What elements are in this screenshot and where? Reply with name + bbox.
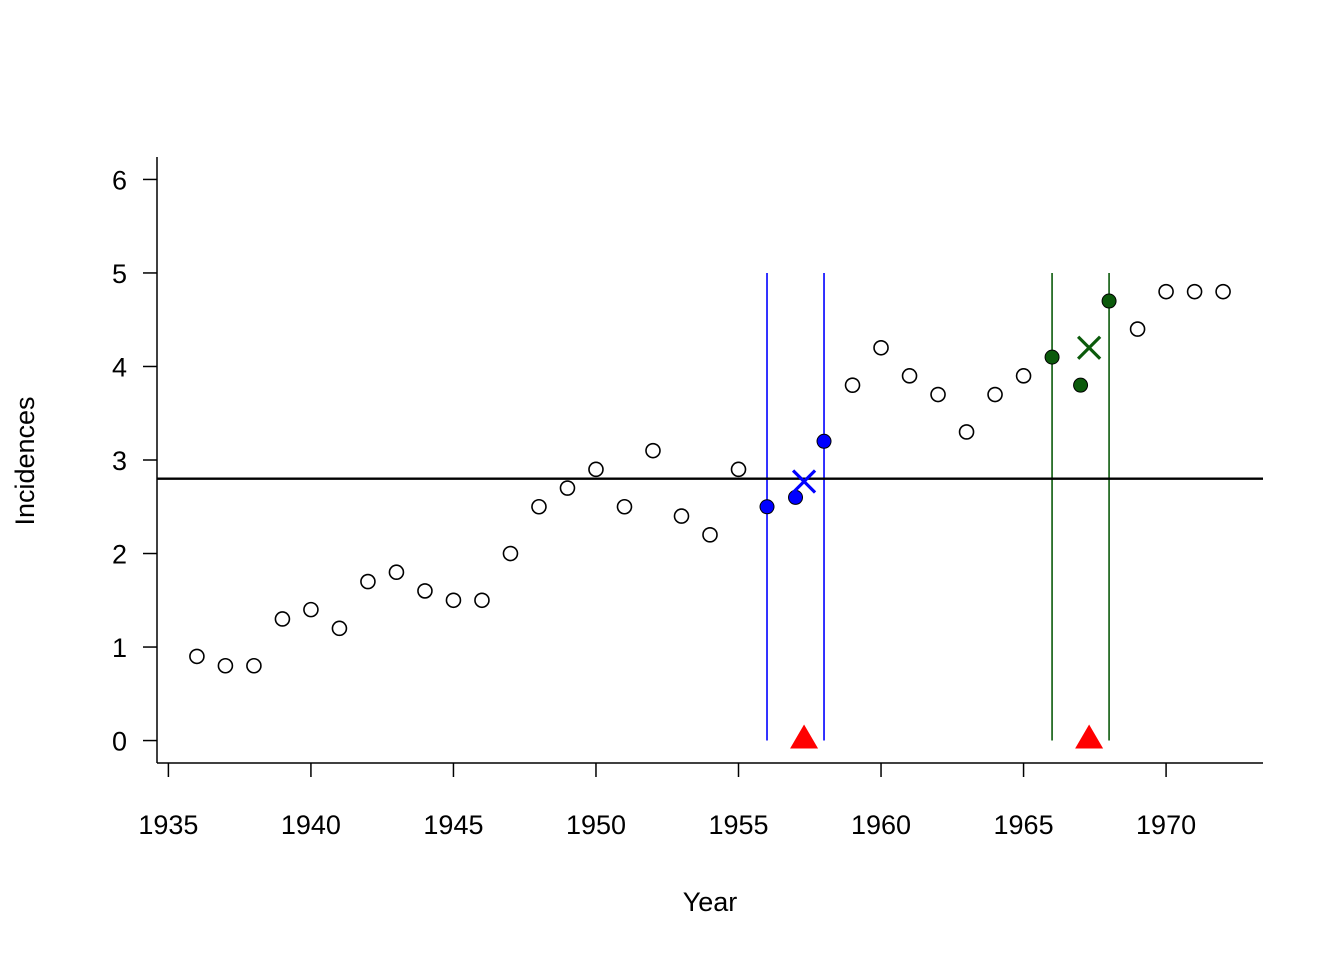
data-point xyxy=(388,564,405,581)
x-tick-label: 1970 xyxy=(1136,810,1196,840)
data-point xyxy=(958,424,975,440)
data-point xyxy=(531,498,547,515)
data-point xyxy=(445,592,462,609)
highlighted-point xyxy=(759,499,775,515)
y-tick-label: 4 xyxy=(112,352,127,382)
highlighted-point xyxy=(1101,293,1117,309)
data-point xyxy=(189,648,205,665)
mean-marker xyxy=(1076,335,1102,360)
data-point xyxy=(502,545,519,562)
mean-marker-stroke xyxy=(1076,335,1102,360)
data-point xyxy=(1129,321,1146,337)
y-tick-label: 3 xyxy=(112,446,127,476)
axes: 0 1 2 3 4 5 6 1935 1940 1945 1950 1955 1960 1965 1970 xyxy=(112,157,1263,840)
y-tick-label: 6 xyxy=(112,165,127,195)
y-tick-label: 1 xyxy=(112,633,127,663)
data-point xyxy=(274,611,291,627)
data-point xyxy=(702,527,718,543)
data-point xyxy=(474,592,490,609)
data-point xyxy=(303,601,319,618)
y-tick-label: 0 xyxy=(112,727,127,757)
data-point xyxy=(1215,283,1231,300)
x-tick-label: 1945 xyxy=(423,810,483,840)
data-point xyxy=(645,442,661,459)
data-point xyxy=(616,498,633,515)
highlighted-point xyxy=(788,489,804,505)
data-point xyxy=(873,339,889,356)
data-point xyxy=(673,508,690,524)
data-point xyxy=(844,377,861,393)
mean-marker xyxy=(791,469,817,494)
x-tick-label: 1960 xyxy=(851,810,911,840)
data-point xyxy=(331,620,348,637)
x-tick-label: 1935 xyxy=(138,810,198,840)
data-point xyxy=(417,583,433,599)
highlighted-point xyxy=(1073,377,1089,393)
change-point-triangle xyxy=(1075,724,1104,749)
x-tick-label: 1950 xyxy=(566,810,626,840)
data-point xyxy=(1186,283,1203,300)
plot-area xyxy=(157,272,1263,749)
y-axis-title: Incidences xyxy=(10,396,40,525)
x-tick-label: 1955 xyxy=(708,810,768,840)
data-point xyxy=(559,480,576,496)
data-point xyxy=(217,657,234,674)
data-point xyxy=(588,461,604,478)
highlighted-point xyxy=(816,433,832,449)
data-point xyxy=(901,368,918,384)
x-tick-label: 1940 xyxy=(281,810,341,840)
data-point xyxy=(987,386,1003,403)
y-tick-label: 5 xyxy=(112,259,127,289)
x-tick-label: 1965 xyxy=(994,810,1054,840)
x-axis-title: Year xyxy=(683,887,738,917)
data-point xyxy=(360,573,376,590)
y-tick-label: 2 xyxy=(112,540,127,570)
highlighted-point xyxy=(1044,349,1060,365)
mean-marker-stroke xyxy=(791,469,817,494)
data-point xyxy=(930,386,946,403)
change-point-triangle xyxy=(790,724,819,749)
data-point xyxy=(246,657,262,674)
data-point xyxy=(1015,368,1032,384)
data-point xyxy=(1158,283,1174,300)
data-point xyxy=(730,461,747,478)
